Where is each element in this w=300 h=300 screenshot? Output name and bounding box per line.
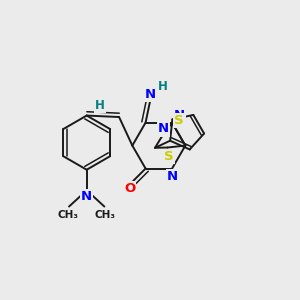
Text: N: N — [174, 109, 185, 122]
Text: N: N — [167, 170, 178, 183]
Text: N: N — [81, 190, 92, 203]
Text: S: S — [174, 114, 184, 127]
Text: S: S — [164, 150, 174, 163]
Text: N: N — [145, 88, 156, 100]
Text: H: H — [95, 100, 105, 112]
Text: H: H — [158, 80, 168, 93]
Text: N: N — [158, 122, 169, 136]
Text: CH₃: CH₃ — [58, 210, 79, 220]
Text: O: O — [124, 182, 135, 195]
Text: CH₃: CH₃ — [94, 210, 116, 220]
